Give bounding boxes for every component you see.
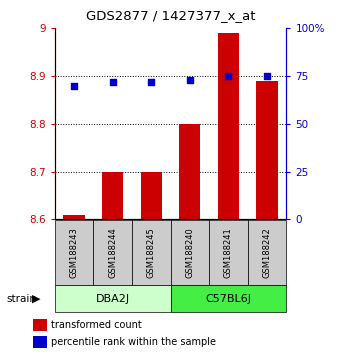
Point	[187, 77, 193, 83]
Bar	[218, 33, 239, 219]
Bar	[33, 319, 47, 331]
Text: GSM188245: GSM188245	[147, 227, 156, 278]
Text: GSM188244: GSM188244	[108, 227, 117, 278]
Bar	[140, 172, 162, 219]
Point	[226, 73, 231, 79]
Bar	[170, 220, 209, 285]
Bar	[63, 215, 85, 219]
Bar	[102, 172, 123, 219]
Bar	[55, 220, 93, 285]
Text: GSM188243: GSM188243	[69, 227, 78, 278]
Bar	[209, 220, 248, 285]
Text: transformed count: transformed count	[51, 320, 142, 330]
Text: GSM188241: GSM188241	[224, 227, 233, 278]
Bar	[132, 220, 170, 285]
Point	[264, 73, 270, 79]
Bar	[93, 220, 132, 285]
Point	[110, 79, 115, 85]
Point	[71, 83, 77, 88]
Text: GSM188240: GSM188240	[185, 227, 194, 278]
Bar	[33, 336, 47, 348]
Bar	[256, 81, 278, 219]
Bar	[170, 285, 286, 312]
Text: percentile rank within the sample: percentile rank within the sample	[51, 337, 216, 347]
Text: GSM188242: GSM188242	[263, 227, 272, 278]
Text: DBA2J: DBA2J	[95, 293, 130, 304]
Point	[148, 79, 154, 85]
Bar	[179, 124, 201, 219]
Bar	[55, 285, 170, 312]
Text: strain: strain	[7, 293, 37, 304]
Text: C57BL6J: C57BL6J	[206, 293, 251, 304]
Bar	[248, 220, 286, 285]
Text: GDS2877 / 1427377_x_at: GDS2877 / 1427377_x_at	[86, 9, 255, 22]
Text: ▶: ▶	[32, 293, 41, 304]
